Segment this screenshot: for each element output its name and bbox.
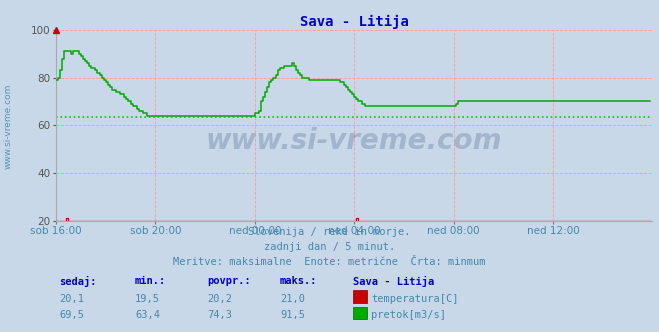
Text: 20,1: 20,1 xyxy=(59,294,84,304)
Text: 91,5: 91,5 xyxy=(280,310,305,320)
Text: Slovenija / reke in morje.: Slovenija / reke in morje. xyxy=(248,227,411,237)
Text: zadnji dan / 5 minut.: zadnji dan / 5 minut. xyxy=(264,242,395,252)
Text: 63,4: 63,4 xyxy=(135,310,160,320)
Text: povpr.:: povpr.: xyxy=(208,276,251,286)
Text: min.:: min.: xyxy=(135,276,166,286)
Text: 19,5: 19,5 xyxy=(135,294,160,304)
Text: www.si-vreme.com: www.si-vreme.com xyxy=(206,126,502,155)
Text: 20,2: 20,2 xyxy=(208,294,233,304)
Text: temperatura[C]: temperatura[C] xyxy=(371,294,459,304)
Text: Meritve: maksimalne  Enote: metrične  Črta: minmum: Meritve: maksimalne Enote: metrične Črta… xyxy=(173,257,486,267)
Text: pretok[m3/s]: pretok[m3/s] xyxy=(371,310,446,320)
Text: www.si-vreme.com: www.si-vreme.com xyxy=(3,83,13,169)
Text: maks.:: maks.: xyxy=(280,276,318,286)
Text: 69,5: 69,5 xyxy=(59,310,84,320)
Text: sedaj:: sedaj: xyxy=(59,276,97,287)
Text: 21,0: 21,0 xyxy=(280,294,305,304)
Text: 74,3: 74,3 xyxy=(208,310,233,320)
Title: Sava - Litija: Sava - Litija xyxy=(300,15,409,29)
Text: Sava - Litija: Sava - Litija xyxy=(353,276,434,287)
